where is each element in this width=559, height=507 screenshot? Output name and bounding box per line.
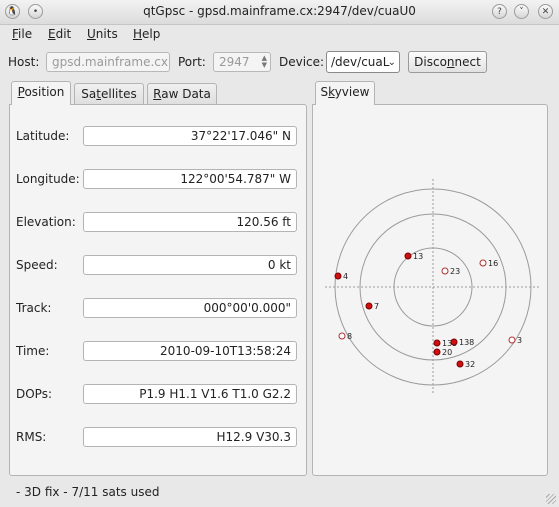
pin-icon[interactable]: • (28, 4, 43, 19)
satellite-prn-label: 138 (459, 338, 474, 347)
menu-file[interactable]: File (12, 27, 33, 41)
device-value: /dev/cuaL (331, 55, 390, 69)
connection-bar: Host: gpsd.mainframe.cx Port: 2947 ▲ ▼ De… (0, 48, 559, 76)
close-icon[interactable]: ✕ (538, 4, 553, 19)
host-label: Host: (8, 55, 40, 69)
satellite-marker-32 (456, 360, 464, 368)
satellite-marker-23 (441, 267, 449, 275)
satellite-marker-135 (433, 339, 441, 347)
speed-value: 0 kt (83, 255, 297, 275)
minimize-icon[interactable]: ˅ (514, 4, 529, 19)
satellite-prn-label: 4 (343, 272, 348, 281)
dops-label: DOPs: (16, 387, 53, 401)
resize-grip-icon[interactable] (546, 494, 556, 504)
menu-edit[interactable]: Edit (48, 27, 72, 41)
satellite-prn-label: 32 (465, 360, 475, 369)
port-value: 2947 (219, 55, 250, 69)
host-input[interactable]: gpsd.mainframe.cx (46, 52, 170, 72)
menu-help[interactable]: Help (133, 27, 161, 41)
satellite-prn-label: 20 (442, 348, 452, 357)
rms-value: H12.9 V30.3 (83, 427, 297, 447)
satellite-marker-8 (338, 332, 346, 340)
satellite-prn-label: 135 (442, 339, 457, 348)
elevation-label: Elevation: (16, 215, 76, 229)
speed-label: Speed: (16, 258, 58, 272)
satellite-prn-label: 23 (450, 267, 460, 276)
menu-bar: File Edit Units Help (0, 24, 559, 46)
latitude-value: 37°22'17.046" N (83, 126, 297, 146)
satellite-marker-13 (404, 252, 412, 260)
longitude-value: 122°00'54.787" W (83, 169, 297, 189)
satellite-marker-4 (334, 272, 342, 280)
satellite-markers: 13 23 16 4 7 8 3 135 138 20 32 (334, 252, 522, 369)
device-label: Device: (279, 55, 325, 69)
skyview-plot: 13 23 16 4 7 8 3 135 138 20 32 (325, 179, 541, 395)
port-spinbox[interactable]: 2947 ▲ ▼ (213, 52, 271, 72)
position-panel (9, 104, 307, 476)
satellite-prn-label: 8 (347, 332, 352, 341)
time-label: Time: (16, 344, 50, 358)
tab-satellites[interactable]: Satellites (74, 83, 144, 105)
satellite-marker-138 (450, 338, 458, 346)
app-logo-icon[interactable]: 🐧 (5, 4, 20, 19)
satellite-prn-label: 16 (488, 259, 498, 268)
spin-arrows-icon[interactable]: ▲ ▼ (261, 54, 267, 69)
elevation-value: 120.56 ft (83, 212, 297, 232)
track-value: 000°00'0.000" (83, 298, 297, 318)
help-icon[interactable]: ? (492, 4, 507, 19)
satellite-prn-label: 13 (413, 252, 423, 261)
disconnect-button[interactable]: Disconnect (408, 51, 487, 73)
port-label: Port: (178, 55, 206, 69)
satellite-marker-3 (508, 336, 516, 344)
device-combobox[interactable]: /dev/cuaL ⌄ (326, 51, 400, 73)
satellite-prn-label: 3 (517, 336, 522, 345)
tab-raw-data[interactable]: Raw Data (147, 83, 217, 105)
skyview-panel: 13 23 16 4 7 8 3 135 138 20 32 (312, 104, 548, 476)
dops-value: P1.9 H1.1 V1.6 T1.0 G2.2 (83, 384, 297, 404)
time-value: 2010-09-10T13:58:24 (83, 341, 297, 361)
status-bar: - 3D fix - 7/11 sats used (16, 485, 160, 499)
satellite-marker-16 (479, 259, 487, 267)
title-bar: 🐧 • qtGpsc - gpsd.mainframe.cx:2947/dev/… (0, 0, 559, 25)
menu-units[interactable]: Units (87, 27, 118, 41)
tab-position[interactable]: Position (11, 81, 71, 105)
rms-label: RMS: (16, 430, 47, 444)
chevron-down-icon: ⌄ (387, 57, 396, 68)
satellite-marker-7 (365, 302, 373, 310)
tab-skyview[interactable]: Skyview (315, 81, 375, 105)
track-label: Track: (16, 301, 52, 315)
satellite-marker-20 (433, 348, 441, 356)
satellite-prn-label: 7 (374, 302, 379, 311)
window-title: qtGpsc - gpsd.mainframe.cx:2947/dev/cuaU… (143, 4, 416, 18)
longitude-label: Longitude: (16, 172, 80, 186)
latitude-label: Latitude: (16, 129, 70, 143)
